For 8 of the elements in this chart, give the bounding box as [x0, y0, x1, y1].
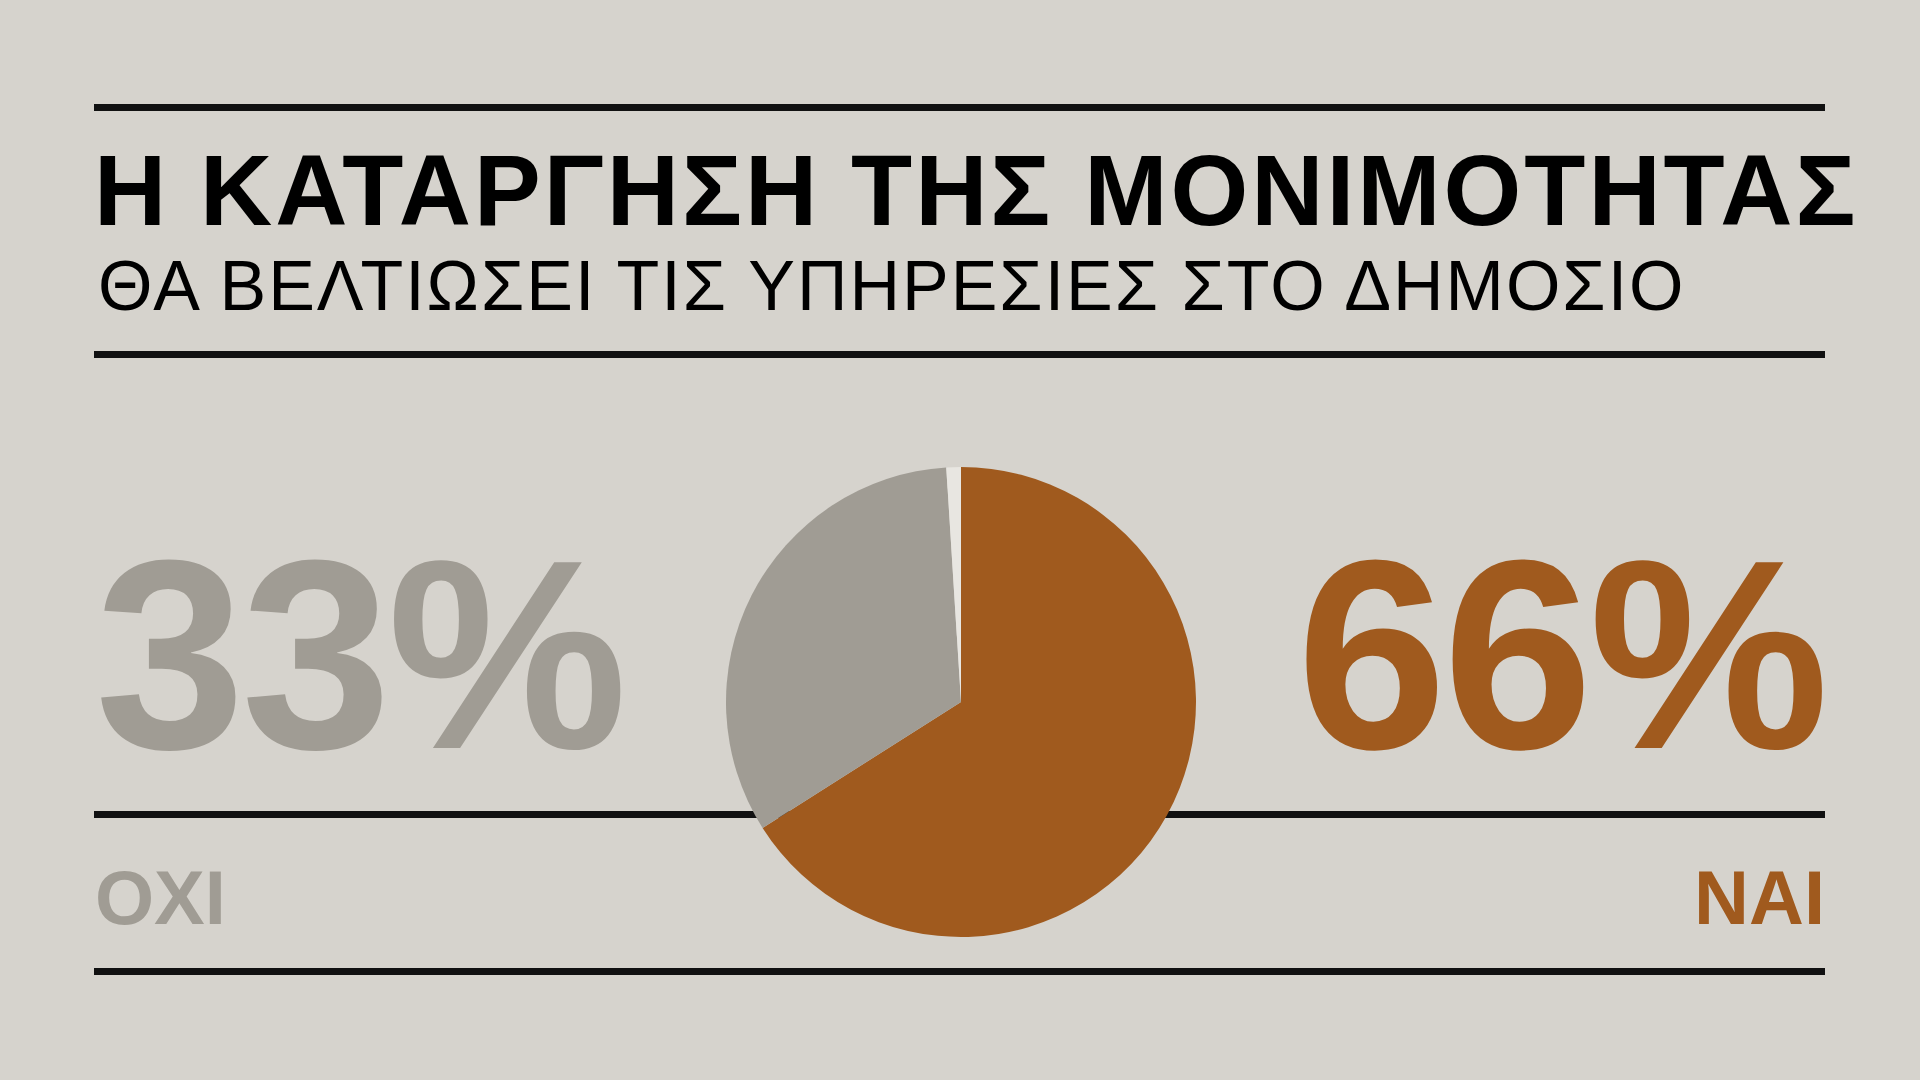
data-label: 66%: [1296, 504, 1825, 805]
pie-slice: [726, 467, 961, 828]
chart-subtitle: ΘΑ ΒΕΛΤΙΩΣΕΙ ΤΙΣ ΥΠΗΡΕΣΙΕΣ ΣΤΟ ΔΗΜΟΣΙΟ: [98, 247, 1686, 325]
chart-title: Η ΚΑΤΑΡΓΗΣΗ ΤΗΣ ΜΟΝΙΜΟΤΗΤΑΣ: [94, 134, 1859, 246]
slice-label: ΝΑΙ: [1694, 855, 1825, 940]
pie-slice: [762, 467, 1196, 937]
slice-label: ΟΧΙ: [95, 855, 226, 940]
data-label: 33%: [95, 504, 624, 805]
